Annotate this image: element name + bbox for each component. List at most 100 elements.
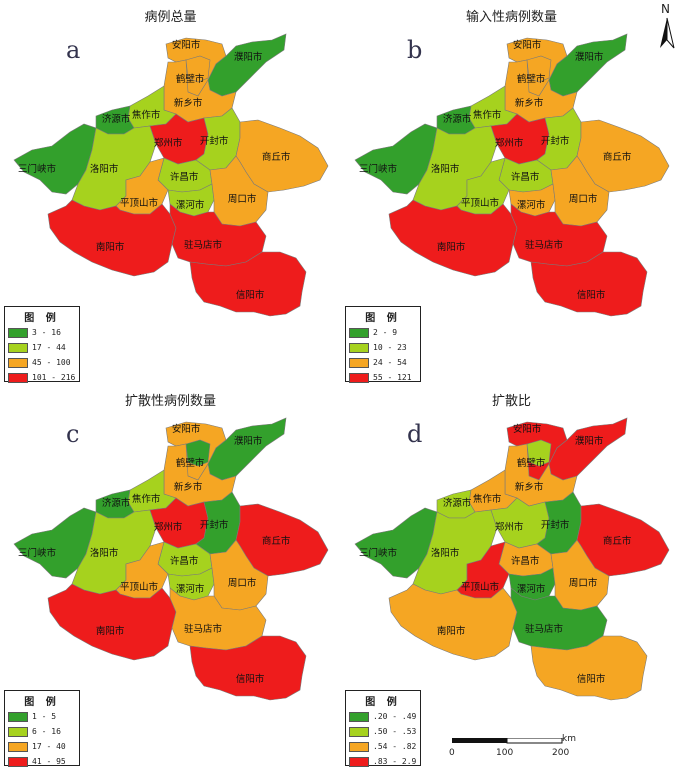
city-label-kaifeng: 开封市 bbox=[200, 135, 229, 147]
legend-row-2: 6 - 16 bbox=[8, 725, 76, 738]
city-label-jiyuan: 济源市 bbox=[443, 113, 472, 125]
legend-title: 图 例 bbox=[24, 697, 60, 708]
city-label-xuchang: 许昌市 bbox=[511, 171, 540, 183]
city-label-zhoukou: 周口市 bbox=[228, 577, 257, 589]
panel-title: 扩散比 bbox=[491, 394, 531, 409]
legend-swatch bbox=[8, 741, 28, 752]
region-hebi bbox=[185, 55, 211, 83]
city-label-jiyuan: 济源市 bbox=[443, 497, 472, 509]
city-label-puyang: 濮阳市 bbox=[575, 51, 604, 63]
legend: 图 例 2 - 9 10 - 23 24 - 54 55 - 121 bbox=[345, 306, 421, 384]
city-label-hebi: 鹤壁市 bbox=[176, 73, 205, 85]
legend-row-4: 101 - 216 bbox=[8, 371, 76, 384]
panel-letter: d bbox=[407, 420, 423, 448]
city-label-zhoukou: 周口市 bbox=[228, 193, 257, 205]
region-xinyang bbox=[530, 251, 648, 317]
legend-swatch bbox=[349, 726, 369, 737]
city-label-luoyang: 洛阳市 bbox=[90, 163, 119, 175]
city-label-luohe: 漯河市 bbox=[517, 199, 546, 211]
region-zhoukou bbox=[550, 539, 610, 611]
city-label-sanmenxia: 三门峡市 bbox=[18, 163, 57, 175]
panel-title: 病例总量 bbox=[144, 10, 197, 25]
legend-label: 101 - 216 bbox=[32, 373, 76, 382]
legend-label: 45 - 100 bbox=[32, 358, 71, 367]
legend-label: 2 - 9 bbox=[373, 328, 398, 337]
city-label-luohe: 漯河市 bbox=[517, 583, 546, 595]
city-label-shangqiu: 商丘市 bbox=[603, 535, 632, 547]
city-label-sanmenxia: 三门峡市 bbox=[359, 547, 398, 559]
legend-label: 3 - 16 bbox=[32, 328, 61, 337]
region-zhumadian bbox=[169, 587, 267, 651]
legend: 图 例 .20 - .49 .50 - .53 .54 - .82 .83 - … bbox=[345, 690, 421, 767]
region-nanyang bbox=[388, 199, 518, 277]
legend: 图 例 1 - 5 6 - 16 17 - 40 41 - 95 bbox=[4, 690, 80, 768]
region-hebi bbox=[185, 439, 211, 467]
city-label-zhengzhou: 郑州市 bbox=[495, 137, 524, 149]
city-label-puyang: 濮阳市 bbox=[234, 435, 263, 447]
city-label-luoyang: 洛阳市 bbox=[431, 163, 460, 175]
city-label-zhoukou: 周口市 bbox=[569, 193, 598, 205]
city-label-luohe: 漯河市 bbox=[176, 583, 205, 595]
legend-title: 图 例 bbox=[24, 313, 60, 324]
city-label-xinxiang: 新乡市 bbox=[515, 97, 544, 109]
legend-label: 41 - 95 bbox=[32, 757, 66, 766]
city-label-hebi: 鹤壁市 bbox=[517, 73, 546, 85]
city-label-zhengzhou: 郑州市 bbox=[495, 521, 524, 533]
city-label-xinyang: 信阳市 bbox=[236, 289, 265, 301]
city-label-xinxiang: 新乡市 bbox=[174, 97, 203, 109]
legend-row-4: 41 - 95 bbox=[8, 755, 76, 768]
panel-title: 输入性病例数量 bbox=[465, 10, 557, 25]
legend-label: .54 - .82 bbox=[373, 742, 417, 751]
legend-row-2: 10 - 23 bbox=[349, 341, 417, 354]
region-nanyang bbox=[47, 583, 177, 661]
city-label-jiaozuo: 焦作市 bbox=[473, 493, 502, 505]
legend-label: 17 - 40 bbox=[32, 742, 66, 751]
legend-row-1: 1 - 5 bbox=[8, 710, 76, 723]
legend-swatch bbox=[349, 342, 369, 353]
city-label-pingdingshan: 平顶山市 bbox=[461, 197, 500, 209]
city-label-sanmenxia: 三门峡市 bbox=[359, 163, 398, 175]
scale-bar: km 0 100 200 bbox=[448, 734, 678, 766]
legend: 图 例 3 - 16 17 - 44 45 - 100 101 - 216 bbox=[4, 306, 80, 384]
legend-label: 6 - 16 bbox=[32, 727, 61, 736]
city-label-anyang: 安阳市 bbox=[513, 423, 542, 435]
legend-label: 24 - 54 bbox=[373, 358, 407, 367]
north-arrow-icon bbox=[660, 17, 675, 49]
city-label-nanyang: 南阳市 bbox=[96, 241, 125, 253]
legend-swatch bbox=[349, 741, 369, 752]
city-label-xinxiang: 新乡市 bbox=[174, 481, 203, 493]
legend-row-2: .50 - .53 bbox=[349, 725, 417, 738]
city-label-xinyang: 信阳市 bbox=[577, 673, 606, 685]
map-panel-c: 扩散性病例数量 c 安阳市 鹤壁市 濮阳市 新乡市 焦作市 济源市 三门峡市 洛阳市 郑州市 开封… bbox=[0, 384, 341, 768]
region-zhoukou bbox=[209, 155, 269, 227]
city-label-luohe: 漯河市 bbox=[176, 199, 205, 211]
panel-letter: c bbox=[66, 420, 80, 448]
region-zhoukou bbox=[550, 155, 610, 227]
legend-row-3: 45 - 100 bbox=[8, 356, 76, 369]
legend-swatch bbox=[349, 357, 369, 368]
city-label-kaifeng: 开封市 bbox=[541, 519, 570, 531]
region-xinyang bbox=[189, 251, 307, 317]
region-xinyang bbox=[189, 635, 307, 701]
legend-label: 1 - 5 bbox=[32, 712, 57, 721]
city-label-luoyang: 洛阳市 bbox=[431, 547, 460, 559]
city-label-xinyang: 信阳市 bbox=[236, 673, 265, 685]
region-zhumadian bbox=[169, 203, 267, 267]
legend-swatch bbox=[8, 357, 28, 368]
legend-row-1: 3 - 16 bbox=[8, 326, 76, 339]
city-label-xinyang: 信阳市 bbox=[577, 289, 606, 301]
city-label-zhengzhou: 郑州市 bbox=[154, 521, 183, 533]
map-panel-d: 扩散比 d 安阳市 鹤壁市 濮阳市 新乡市 焦作市 济源市 三门峡市 洛阳市 郑州市 开封市 商丘市… bbox=[341, 384, 682, 768]
panel-title: 扩散性病例数量 bbox=[124, 394, 216, 409]
legend-title: 图 例 bbox=[365, 697, 401, 708]
legend-row-4: 55 - 121 bbox=[349, 371, 417, 384]
region-zhumadian bbox=[510, 203, 608, 267]
city-label-kaifeng: 开封市 bbox=[541, 135, 570, 147]
city-label-luoyang: 洛阳市 bbox=[90, 547, 119, 559]
region-zhoukou bbox=[209, 539, 269, 611]
city-label-anyang: 安阳市 bbox=[172, 423, 201, 435]
legend-row-3: .54 - .82 bbox=[349, 740, 417, 753]
